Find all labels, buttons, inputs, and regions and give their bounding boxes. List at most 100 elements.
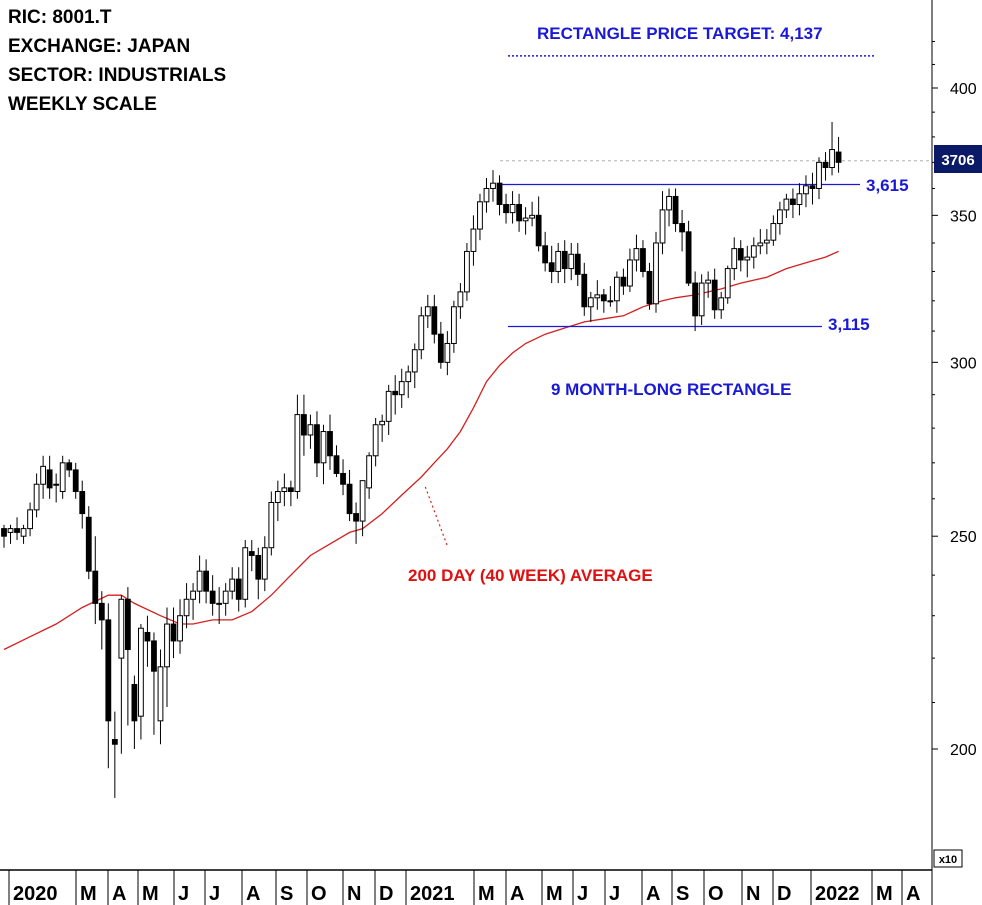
rectangle-duration-label: 9 MONTH-LONG RECTANGLE: [551, 380, 792, 399]
candle-body-24: [157, 666, 164, 722]
candle-71: [464, 242, 470, 301]
candle-65: [424, 294, 431, 328]
candle-body-15: [98, 602, 105, 621]
candle-body-100: [653, 242, 659, 305]
candle-33: [216, 587, 223, 625]
candle-body-30: [196, 570, 203, 592]
candle-body-72: [470, 228, 477, 252]
candle-body-58: [379, 420, 386, 426]
candle-body-49: [320, 431, 327, 464]
candle-90: [587, 291, 594, 322]
candle-body-117: [763, 239, 770, 244]
candle-84: [548, 245, 555, 284]
candle-body-82: [535, 214, 542, 247]
candle-30: [196, 555, 203, 604]
candle-body-23: [151, 640, 157, 672]
candle-body-77: [503, 204, 509, 214]
candle-body-8: [53, 483, 60, 486]
candle-body-40: [261, 547, 268, 580]
x-tick-label-7: S: [280, 883, 293, 905]
candle-body-111: [724, 268, 731, 299]
y-tick-labels: 200 250 300 350 400: [932, 40, 977, 759]
candle-46: [301, 394, 307, 456]
candle-41: [268, 491, 275, 556]
candle-14: [92, 536, 99, 625]
candle-body-10: [66, 462, 73, 471]
candle-12: [79, 480, 86, 529]
candle-89: [581, 262, 588, 316]
candle-100: [653, 231, 659, 313]
candle-121: [790, 188, 796, 219]
candle-2: [14, 517, 20, 541]
candle-body-37: [242, 547, 249, 600]
candle-88: [574, 242, 581, 287]
candle-body-33: [216, 602, 223, 605]
candle-70: [457, 283, 464, 319]
candle-32: [209, 575, 216, 616]
x-tick-label-18: S: [676, 883, 689, 905]
candle-66: [431, 294, 438, 344]
upper-level-label: 3,615: [866, 176, 909, 195]
candle-body-107: [698, 282, 705, 317]
candle-20: [131, 675, 138, 749]
x-tick-label-12: M: [478, 883, 495, 905]
candle-11: [72, 462, 79, 499]
candle-111: [724, 265, 731, 304]
candle-98: [640, 240, 646, 278]
scale-label: WEEKLY SCALE: [8, 94, 157, 115]
candle-58: [379, 414, 386, 442]
y-tick-label-3: 350: [950, 208, 977, 225]
candle-117: [763, 229, 770, 255]
candle-63: [411, 343, 418, 389]
candle-64: [418, 306, 425, 360]
candle-47: [307, 414, 314, 449]
candle-16: [105, 603, 112, 769]
candle-body-26: [170, 623, 177, 642]
candle-75: [490, 170, 496, 202]
candle-body-116: [757, 242, 764, 247]
moving-average-layer: [3, 250, 839, 651]
candle-body-85: [555, 250, 562, 272]
candle-103: [672, 188, 679, 232]
candle-body-74: [483, 187, 490, 203]
candle-body-75: [490, 182, 496, 189]
x-tick-label-8: O: [311, 883, 327, 905]
y-tick-label-2: 300: [950, 355, 977, 372]
candle-body-120: [783, 198, 790, 211]
x-tick-label-23: M: [876, 883, 893, 905]
candles-layer: [1, 121, 842, 798]
candle-body-64: [418, 315, 425, 351]
candle-body-98: [640, 248, 646, 272]
candle-97: [633, 234, 640, 272]
candle-26: [170, 607, 177, 659]
x-tick-label-13: A: [510, 883, 524, 905]
candle-77: [503, 193, 509, 224]
candle-body-91: [594, 294, 601, 299]
candle-106: [692, 271, 699, 332]
candle-body-109: [711, 279, 718, 311]
y-tick-label-1: 250: [950, 529, 977, 546]
candle-body-79: [516, 204, 522, 222]
candle-body-113: [737, 248, 744, 261]
x-tick-label-3: M: [142, 883, 159, 905]
candle-123: [803, 175, 809, 208]
candle-83: [542, 231, 549, 272]
candle-0: [1, 524, 7, 548]
multiplier-badge: x10: [933, 849, 963, 868]
candle-54: [353, 502, 359, 544]
candle-body-110: [718, 297, 725, 311]
x-tick-label-21: D: [777, 883, 791, 905]
candle-15: [98, 591, 105, 650]
candle-body-67: [437, 333, 444, 363]
candle-18: [118, 595, 125, 754]
axis-layer: [0, 0, 933, 905]
x-tick-label-14: M: [546, 883, 563, 905]
candle-body-78: [509, 204, 516, 214]
candle-112: [731, 237, 738, 281]
candle-10: [66, 459, 73, 478]
candle-body-31: [203, 570, 210, 592]
candle-57: [372, 417, 379, 467]
candle-119: [776, 201, 783, 235]
ric-label: RIC: 8001.T: [8, 7, 112, 28]
candle-52: [340, 459, 346, 496]
